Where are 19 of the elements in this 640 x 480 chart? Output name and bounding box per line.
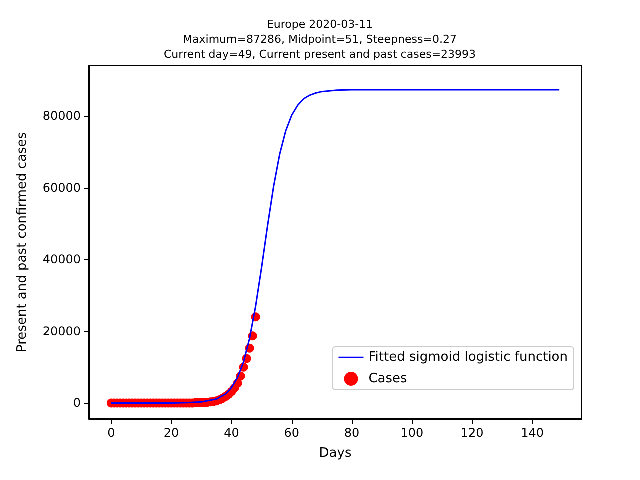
y-tick-label: 60000 <box>42 180 81 195</box>
y-tick-label: 80000 <box>42 109 81 124</box>
x-tick-label: 40 <box>224 426 240 440</box>
chart-title: Europe 2020-03-11 <box>266 18 374 31</box>
y-tick-label: 40000 <box>42 252 81 267</box>
x-tick-label: 20 <box>164 426 180 440</box>
y-tick-label: 0 <box>73 396 81 410</box>
legend-label: Cases <box>368 372 408 386</box>
x-tick-label: 60 <box>284 426 300 440</box>
x-axis-title: Days <box>319 446 352 461</box>
y-axis-title: Present and past confirmed cases <box>15 132 30 353</box>
legend-label: Fitted sigmoid logistic function <box>368 350 568 365</box>
x-tick-label: 120 <box>460 426 484 440</box>
x-tick-label: 0 <box>108 426 116 440</box>
chart-subtitle: Maximum=87286, Midpoint=51, Steepness=0.27 Current day=49, Current present and past cases=23993 <box>164 33 476 61</box>
x-tick-label: 140 <box>521 426 544 440</box>
x-tick-label: 100 <box>400 426 424 440</box>
y-tick-label: 20000 <box>42 324 81 338</box>
x-tick-label: 80 <box>344 426 360 440</box>
